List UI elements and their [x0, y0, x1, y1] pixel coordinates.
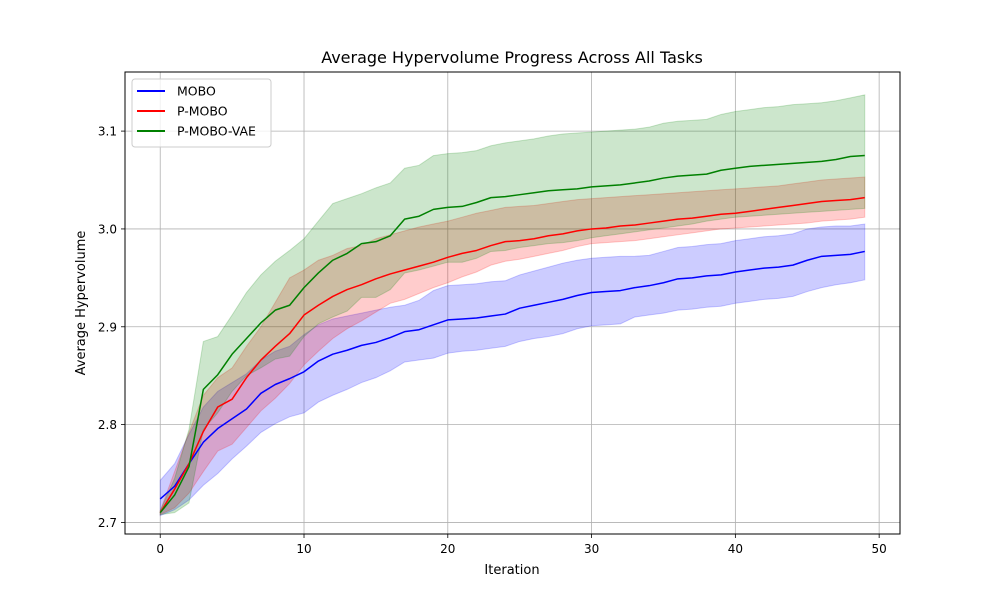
confidence-bands — [159, 94, 866, 517]
p-mobo-line — [159, 196, 865, 514]
x-tick-label: 50 — [872, 542, 887, 556]
p-mobo-confidence-band — [159, 176, 866, 516]
plot-frame — [124, 71, 901, 535]
legend-box — [131, 78, 272, 148]
mobo-confidence-band — [159, 223, 866, 517]
series-lines — [159, 154, 865, 514]
x-tick-label: 30 — [584, 542, 599, 556]
x-tick-label: 10 — [296, 542, 311, 556]
y-tick-label: 2.8 — [98, 418, 117, 432]
legend-label-mobo: MOBO — [177, 84, 216, 99]
legend-label-p-mobo: P-MOBO — [177, 104, 228, 119]
legend: MOBO P-MOBO P-MOBO-VAE — [131, 78, 272, 148]
chart-title: Average Hypervolume Progress Across All … — [321, 48, 703, 67]
y-axis-ticks: 2.7 2.8 2.9 3.0 3.1 — [98, 125, 125, 530]
p-mobo-vae-confidence-band — [159, 94, 866, 516]
y-tick-label: 3.0 — [98, 222, 117, 236]
x-tick-label: 0 — [156, 542, 164, 556]
mobo-line — [159, 250, 865, 500]
y-tick-label: 2.7 — [98, 516, 117, 530]
x-tick-label: 20 — [440, 542, 455, 556]
grid — [125, 72, 900, 534]
x-tick-label: 40 — [728, 542, 743, 556]
x-axis-ticks: 0 10 20 30 40 50 — [156, 534, 887, 556]
y-tick-label: 3.1 — [98, 125, 117, 139]
legend-label-p-mobo-vae: P-MOBO-VAE — [177, 124, 256, 139]
p-mobo-vae-line — [159, 154, 865, 514]
y-tick-label: 2.9 — [98, 320, 117, 334]
y-axis-label: Average Hypervolume — [74, 231, 89, 376]
x-axis-label: Iteration — [484, 563, 539, 578]
